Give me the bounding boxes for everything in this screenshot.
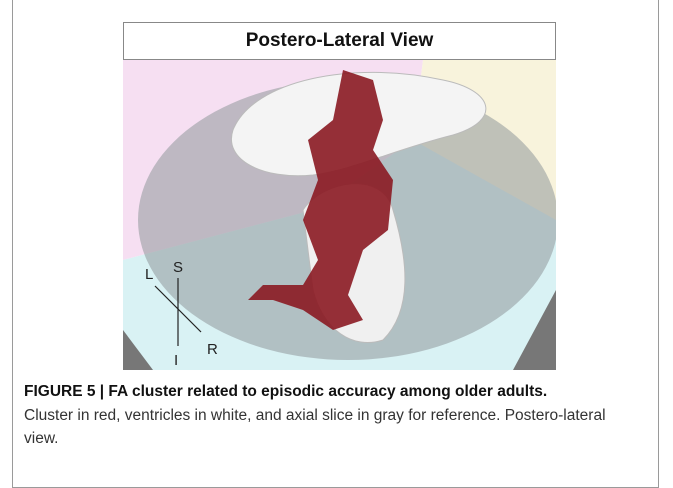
orientation-label: R: [207, 341, 218, 358]
figure-title: Postero-Lateral View: [123, 22, 556, 60]
orientation-label: I: [174, 352, 178, 369]
caption-label: FIGURE 5 | FA cluster related to episodi…: [24, 383, 547, 400]
figure-caption: FIGURE 5 | FA cluster related to episodi…: [24, 380, 624, 451]
brain-rendering: L S I R: [123, 60, 556, 370]
caption-text: Cluster in red, ventricles in white, and…: [24, 407, 606, 448]
orientation-label: L: [145, 266, 153, 283]
orientation-label: S: [173, 259, 183, 276]
page: Postero-Lateral View L S I R FIGURE 5 | …: [0, 0, 673, 486]
